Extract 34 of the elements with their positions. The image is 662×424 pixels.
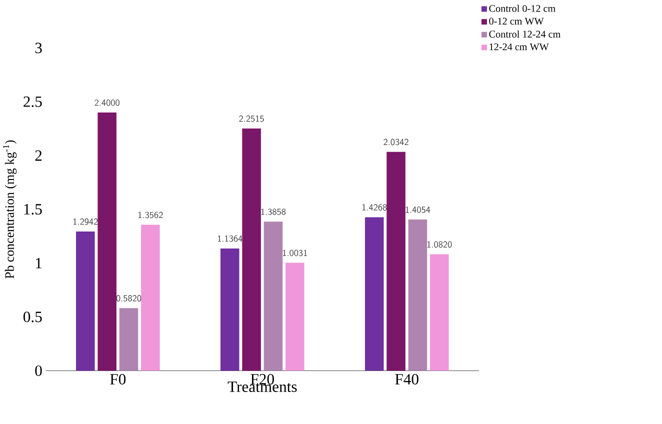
x-tick-label: F0 (110, 374, 126, 384)
legend-label: Control 0-12 cm (489, 4, 556, 12)
data-label: 2.4000 (94, 99, 120, 106)
x-tick-label: F40 (395, 374, 418, 384)
bar (285, 262, 304, 371)
y-tick-label: 0 (35, 365, 42, 376)
y-tick-label: 2 (35, 150, 42, 161)
bar (386, 152, 406, 371)
bar (430, 254, 449, 371)
data-label: 1.4054 (406, 206, 430, 213)
y-tick-label: 3 (35, 42, 42, 54)
y-tick-label: 1.5 (24, 204, 42, 214)
bar (364, 217, 384, 371)
y-tick-label: 0.5 (23, 312, 42, 322)
data-label: 1.3562 (138, 212, 163, 218)
data-label: 1.0031 (282, 250, 307, 256)
bar (98, 112, 116, 371)
bar (141, 224, 160, 371)
legend-label: 12-24 cm WW (490, 43, 549, 50)
bar (242, 128, 261, 371)
y-axis-title: Pb concentration (mg kg$^{-1}$) (3, 140, 17, 278)
legend-label: 0-12 cm WW (489, 18, 544, 25)
y-tick-label: 2.5 (24, 96, 42, 107)
data-label: 1.0820 (427, 241, 452, 248)
data-label: 1.3858 (261, 208, 286, 215)
data-label: 2.0342 (384, 138, 408, 146)
bar (408, 219, 428, 371)
bar (76, 231, 95, 371)
bar (220, 248, 240, 371)
bar (264, 222, 283, 371)
y-tick-label: 1 (36, 258, 42, 268)
bar (119, 308, 138, 371)
data-label: 2.2515 (239, 115, 264, 122)
legend-label: Control 12-24 cm (489, 30, 560, 38)
